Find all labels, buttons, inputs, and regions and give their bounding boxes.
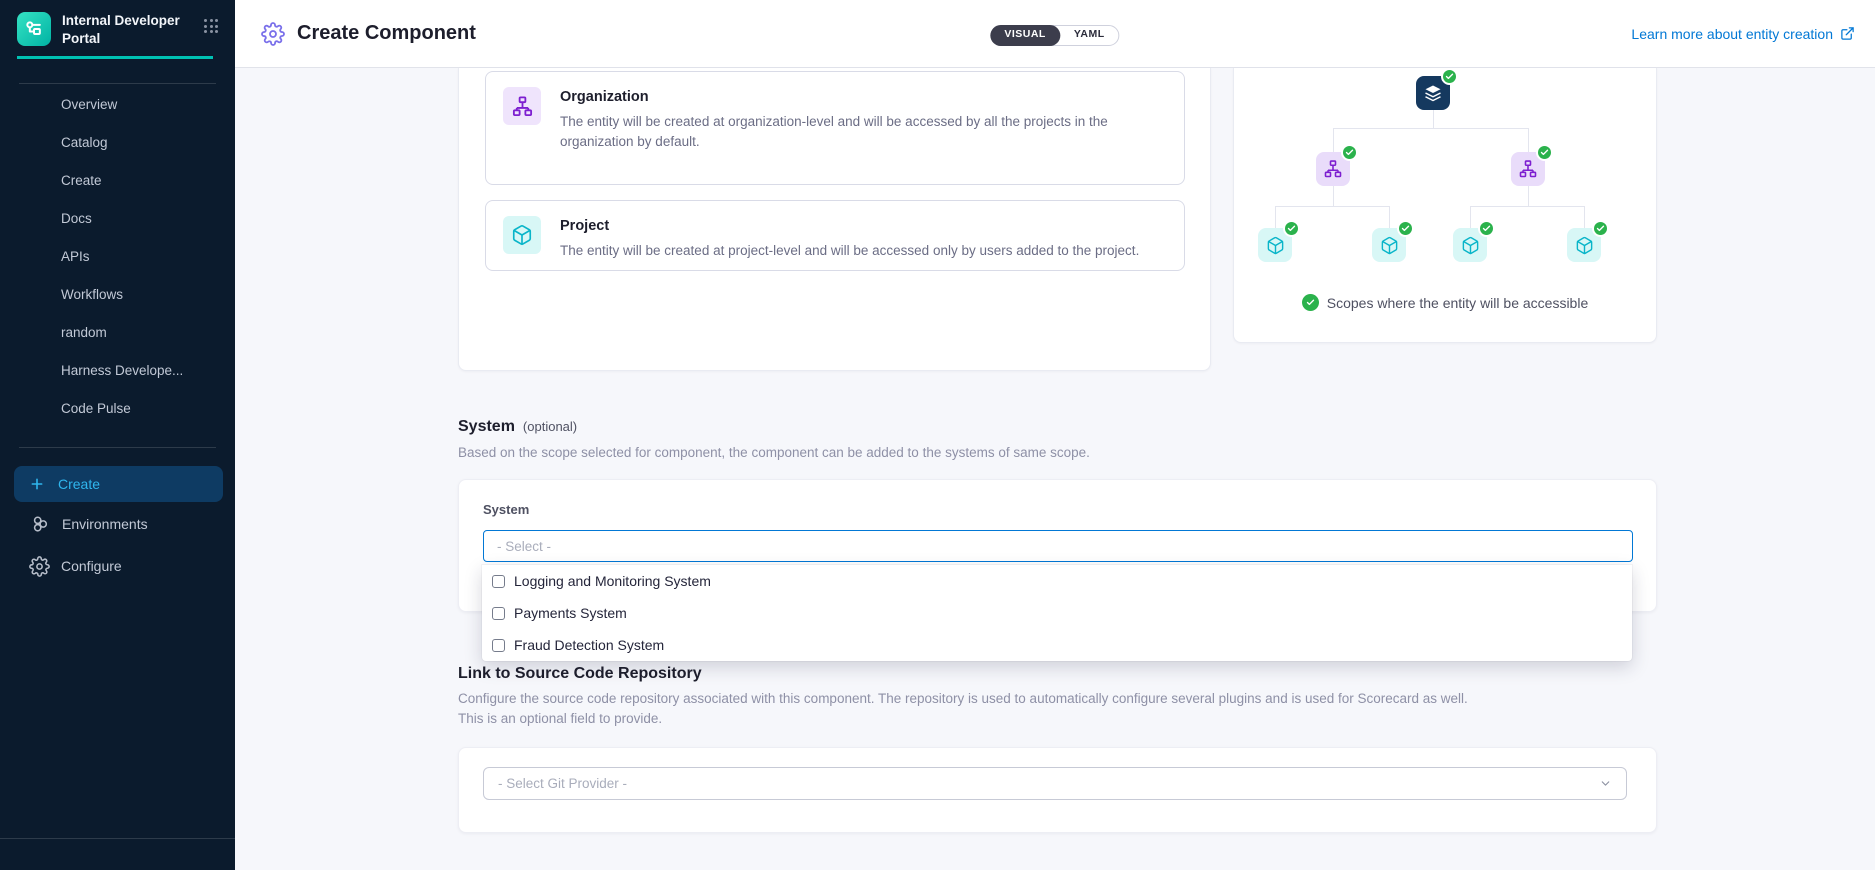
- sidebar-item-apis[interactable]: APIs: [61, 249, 90, 265]
- sidebar-configure-label: Configure: [61, 558, 122, 575]
- check-badge-icon: [1478, 220, 1495, 237]
- plus-icon: [29, 476, 45, 492]
- sidebar-item-environments[interactable]: Environments: [0, 504, 235, 544]
- project-node: [1258, 220, 1300, 262]
- main-content: Organization The entity will be created …: [235, 68, 1875, 870]
- repo-section-title: Link to Source Code Repository: [458, 665, 702, 682]
- diagram-caption-text: Scopes where the entity will be accessib…: [1326, 294, 1589, 311]
- check-badge-icon: [1592, 220, 1609, 237]
- app-title: Internal Developer Portal: [62, 13, 180, 46]
- project-node: [1453, 220, 1495, 262]
- sidebar-item-catalog[interactable]: Catalog: [61, 135, 108, 151]
- checkbox-icon[interactable]: [492, 606, 505, 620]
- organization-node: [1511, 144, 1553, 186]
- sidebar-bottom-nav: Create Environments Configure: [0, 466, 235, 586]
- dropdown-option-logging-and-monitoring-system[interactable]: Logging and Monitoring System: [482, 565, 1632, 597]
- organization-sitemap-icon: [503, 87, 541, 125]
- git-provider-select[interactable]: - Select Git Provider -: [483, 767, 1627, 800]
- dropdown-option-fraud-detection-system[interactable]: Fraud Detection System: [482, 629, 1632, 661]
- check-badge-icon: [1536, 144, 1553, 161]
- checkbox-icon[interactable]: [492, 638, 505, 652]
- sidebar-create-button[interactable]: Create: [14, 466, 223, 503]
- yaml-tab[interactable]: YAML: [1073, 28, 1105, 40]
- check-badge-icon: [1283, 220, 1300, 237]
- dropdown-option-label: Logging and Monitoring System: [514, 573, 711, 589]
- sidebar-divider-top: [19, 83, 216, 85]
- system-section-title: System: [458, 418, 515, 435]
- organization-option-description: The entity will be created at organizati…: [560, 114, 1108, 149]
- system-select-dropdown: Logging and Monitoring System Payments S…: [482, 565, 1632, 661]
- system-section-heading: System (optional): [458, 418, 577, 436]
- dropdown-option-label: Payments System: [514, 605, 627, 621]
- scope-option-project[interactable]: Project The entity will be created at pr…: [485, 200, 1185, 271]
- dropdown-option-label: Fraud Detection System: [514, 637, 665, 653]
- sidebar-environments-label: Environments: [62, 516, 148, 533]
- project-cube-icon: [503, 216, 541, 254]
- repo-section-description-2: This is an optional field to provide.: [458, 711, 663, 726]
- visual-tab[interactable]: VISUAL: [990, 25, 1060, 46]
- checkbox-icon[interactable]: [492, 574, 505, 588]
- system-select-placeholder: - Select -: [497, 538, 552, 554]
- sidebar-item-create[interactable]: Create: [61, 173, 102, 189]
- sidebar-item-overview[interactable]: Overview: [61, 97, 118, 113]
- logo-row: Internal Developer Portal: [0, 0, 235, 47]
- sidebar-divider-bottom: [19, 447, 216, 449]
- system-field-label: System: [483, 502, 530, 517]
- git-provider-placeholder: - Select Git Provider -: [498, 776, 628, 791]
- diagram-caption: Scopes where the entity will be accessib…: [1234, 294, 1656, 311]
- title-group: Create Component: [261, 21, 476, 46]
- learn-more-label: Learn more about entity creation: [1631, 25, 1833, 42]
- component-gear-icon: [261, 21, 285, 46]
- sidebar-nav: Overview Catalog Create Docs APIs Workfl…: [0, 86, 235, 428]
- page-title: Create Component: [297, 22, 476, 44]
- system-section-description: Based on the scope selected for componen…: [458, 445, 1090, 460]
- sidebar-footer-divider: [0, 838, 235, 839]
- sidebar: Internal Developer Portal Overview Catal…: [0, 0, 235, 870]
- sidebar-item-workflows[interactable]: Workflows: [61, 287, 124, 303]
- scope-panel: Organization The entity will be created …: [458, 68, 1211, 371]
- chevron-down-icon: [1599, 777, 1612, 790]
- environments-icon: [29, 513, 51, 535]
- check-badge-icon: [1397, 220, 1414, 237]
- learn-more-link[interactable]: Learn more about entity creation: [1631, 26, 1855, 42]
- module-grid-icon[interactable]: [204, 19, 218, 33]
- project-node: [1372, 220, 1414, 262]
- system-optional-label: (optional): [522, 419, 578, 434]
- sidebar-item-code-pulse[interactable]: Code Pulse: [61, 401, 131, 417]
- gear-icon: [29, 555, 50, 577]
- sidebar-create-label: Create: [58, 476, 101, 493]
- check-badge-icon: [1441, 68, 1458, 85]
- dropdown-option-payments-system[interactable]: Payments System: [482, 597, 1632, 629]
- page-header: Create Component VISUAL YAML Learn more …: [235, 0, 1875, 68]
- sidebar-accent-bar: [17, 56, 213, 59]
- organization-node: [1316, 144, 1358, 186]
- repo-section-description-1: Configure the source code repository ass…: [458, 691, 1468, 706]
- check-badge-icon: [1301, 294, 1319, 311]
- organization-option-title: Organization: [560, 89, 649, 105]
- scope-option-organization[interactable]: Organization The entity will be created …: [485, 71, 1185, 185]
- harness-logo-icon[interactable]: [17, 12, 51, 46]
- visual-yaml-toggle: VISUAL YAML: [990, 25, 1120, 46]
- project-node: [1567, 220, 1609, 262]
- repo-section-heading: Link to Source Code Repository: [458, 665, 702, 683]
- scope-diagram-panel: Scopes where the entity will be accessib…: [1233, 68, 1657, 343]
- sidebar-item-configure[interactable]: Configure: [0, 546, 235, 586]
- system-select[interactable]: - Select -: [483, 530, 1633, 562]
- account-node: [1416, 68, 1458, 110]
- external-link-icon: [1840, 26, 1855, 41]
- project-option-title: Project: [560, 218, 610, 234]
- git-provider-card: - Select Git Provider -: [458, 747, 1657, 833]
- sidebar-item-random[interactable]: random: [61, 325, 107, 341]
- sidebar-item-harness-developer[interactable]: Harness Develope...: [61, 363, 184, 379]
- project-option-description: The entity will be created at project-le…: [560, 243, 1140, 258]
- check-badge-icon: [1341, 144, 1358, 161]
- sidebar-item-docs[interactable]: Docs: [61, 211, 92, 227]
